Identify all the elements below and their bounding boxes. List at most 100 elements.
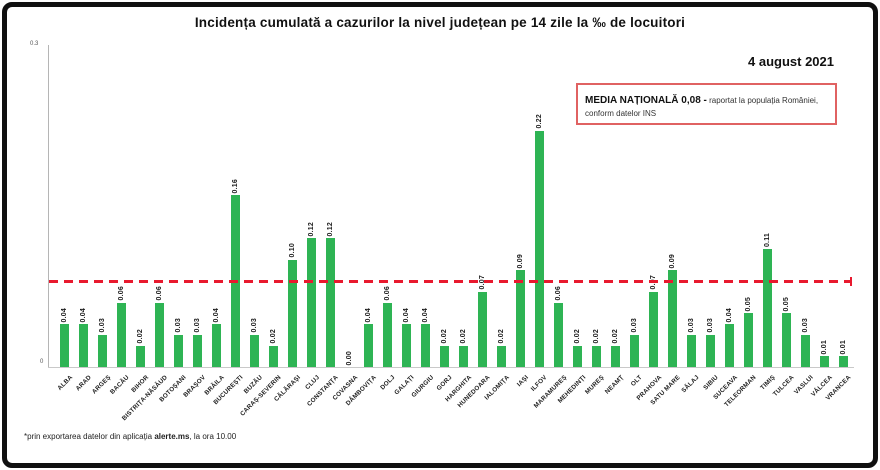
bar-group-suceava: 0.04 xyxy=(720,45,739,367)
y-axis-tick-max: 0.3 xyxy=(30,41,39,47)
bar-group-botoșani: 0.03 xyxy=(169,45,188,367)
bar-value-label: 0.06 xyxy=(156,286,163,301)
bar-value-label: 0.00 xyxy=(346,350,353,365)
bar-value-label: 0.03 xyxy=(175,318,182,333)
bar-group-buzău: 0.03 xyxy=(245,45,264,367)
bar-group-galați: 0.04 xyxy=(397,45,416,367)
bar xyxy=(364,324,373,367)
y-axis-line xyxy=(48,45,49,367)
bar xyxy=(497,345,506,367)
bar xyxy=(212,324,221,367)
bar xyxy=(535,130,544,367)
bar xyxy=(269,345,278,367)
bar-value-label: 0.12 xyxy=(327,221,334,237)
bar-value-label: 0.02 xyxy=(612,329,619,344)
bar-value-label: 0.04 xyxy=(61,307,68,323)
bar-group-dâmbovița: 0.04 xyxy=(359,45,378,367)
bar xyxy=(60,324,69,367)
bar xyxy=(649,291,658,367)
bar-value-label: 0.02 xyxy=(593,329,600,344)
x-axis-label: SĂLAJ xyxy=(680,374,701,395)
bar-value-label: 0.02 xyxy=(574,329,581,344)
x-axis-label: OLT xyxy=(629,374,644,388)
x-axis-labels: ALBA ARAD ARGEȘ BACĂU BIHOR BISTRIȚA-NĂSĂUD BO… xyxy=(55,371,853,431)
bar xyxy=(155,302,164,367)
bar-group-teleorman: 0.05 xyxy=(739,45,758,367)
bar-group-sibiu: 0.03 xyxy=(701,45,720,367)
bar-group-vrancea: 0.01 xyxy=(834,45,853,367)
bar-value-label: 0.12 xyxy=(308,221,315,237)
bar-group-harghita: 0.02 xyxy=(454,45,473,367)
national-average-desc: raportat la populația României, xyxy=(706,96,819,105)
national-average-line2: conform datelor INS xyxy=(585,109,657,118)
footnote-app-name: alerte.ms xyxy=(154,432,190,441)
bar xyxy=(79,324,88,367)
x-axis-label: BACĂU xyxy=(109,374,131,396)
bar-group-timiș: 0.11 xyxy=(758,45,777,367)
bar-group-covasna: 0.00 xyxy=(340,45,359,367)
footnote-prefix: *prin exportarea datelor din aplicația xyxy=(24,432,155,441)
bar-value-label: 0.22 xyxy=(536,114,543,129)
bar xyxy=(136,345,145,367)
bar-group-ilfov: 0.22 xyxy=(530,45,549,367)
bar-value-label: 0.06 xyxy=(384,286,391,301)
bar-group-caraș-severin: 0.02 xyxy=(264,45,283,367)
bar-value-label: 0.04 xyxy=(726,307,733,323)
bar-value-label: 0.02 xyxy=(137,329,144,344)
bar-value-label: 0.07 xyxy=(479,275,486,290)
x-axis-label: ARGEȘ xyxy=(90,374,112,396)
bar-group-hunedoara: 0.07 xyxy=(473,45,492,367)
bar xyxy=(478,291,487,367)
bar xyxy=(782,313,791,367)
bar xyxy=(421,324,430,367)
bar-group-călărași: 0.10 xyxy=(283,45,302,367)
bar xyxy=(516,270,525,367)
bar xyxy=(326,238,335,367)
bar-value-label: 0.09 xyxy=(669,253,676,269)
bar-group-dolj: 0.06 xyxy=(378,45,397,367)
bar-value-label: 0.07 xyxy=(650,275,657,290)
bar-value-label: 0.02 xyxy=(441,329,448,344)
bar-value-label: 0.02 xyxy=(270,329,277,344)
bar xyxy=(117,302,126,367)
bar-group-vâlcea: 0.01 xyxy=(815,45,834,367)
bar xyxy=(193,334,202,367)
bar-value-label: 0.10 xyxy=(289,243,296,258)
bar-group-bistrița-năsăud: 0.06 xyxy=(150,45,169,367)
bar-value-label: 0.03 xyxy=(99,318,106,333)
bar-value-label: 0.05 xyxy=(745,296,752,312)
bar xyxy=(763,248,772,367)
bar-value-label: 0.03 xyxy=(631,318,638,333)
bar-group-bacău: 0.06 xyxy=(112,45,131,367)
bar-value-label: 0.05 xyxy=(783,296,790,312)
bar-value-label: 0.02 xyxy=(498,329,505,344)
bar-value-label: 0.06 xyxy=(118,286,125,301)
national-average-reference-line xyxy=(49,276,852,286)
bar xyxy=(288,259,297,367)
bar xyxy=(668,270,677,367)
bar-value-label: 0.04 xyxy=(422,307,429,323)
x-axis-label: IAȘI xyxy=(515,374,530,389)
national-average-value: MEDIA NAȚIONALĂ 0,08 - xyxy=(585,95,707,106)
x-axis-label: SIBIU xyxy=(702,374,720,392)
bar-group-mehedinți: 0.02 xyxy=(568,45,587,367)
bar-group-brașov: 0.03 xyxy=(188,45,207,367)
date-label: 4 august 2021 xyxy=(748,54,834,69)
bar xyxy=(98,334,107,367)
bar xyxy=(383,302,392,367)
bar xyxy=(250,334,259,367)
bar-group-maramureș: 0.06 xyxy=(549,45,568,367)
bar xyxy=(630,334,639,367)
bar-group-gorj: 0.02 xyxy=(435,45,454,367)
bar-group-brăila: 0.04 xyxy=(207,45,226,367)
x-axis-label: MUREȘ xyxy=(584,374,606,396)
bar-value-label: 0.06 xyxy=(555,286,562,301)
y-axis-tick-zero: 0 xyxy=(40,359,44,365)
bar-group-olt: 0.03 xyxy=(625,45,644,367)
footnote: *prin exportarea datelor din aplicația a… xyxy=(24,432,236,441)
x-axis-line xyxy=(48,367,854,368)
bar-value-label: 0.04 xyxy=(80,307,87,323)
bar-value-label: 0.03 xyxy=(688,318,695,333)
bar xyxy=(801,334,810,367)
bar xyxy=(402,324,411,367)
